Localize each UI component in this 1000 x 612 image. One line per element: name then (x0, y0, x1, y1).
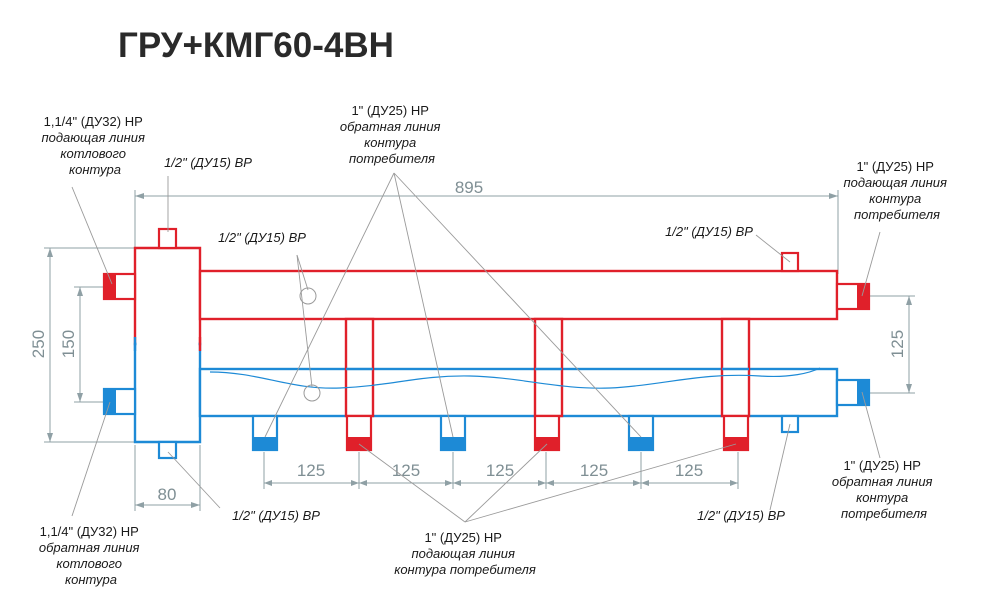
dim-outlet-spacing-3: 125 (486, 461, 514, 480)
dim-height-consumer: 125 (888, 330, 907, 358)
consumer-return-end-port (835, 378, 871, 407)
mixing-valve-1 (344, 317, 375, 418)
diagram-title: ГРУ+КМГ60-4ВН (118, 26, 394, 65)
leader-lines (71, 172, 881, 523)
dim-separator-width: 80 (158, 485, 177, 504)
label-right-top-port: 1/2" (ДУ15) ВР (665, 224, 753, 239)
label-consumer-return-outlets: 1" (ДУ25) НР обратная линия контура потр… (340, 103, 444, 166)
outlet-supply-1 (345, 414, 373, 452)
consumer-supply-end-port (835, 282, 871, 311)
outlet-return-2 (439, 414, 467, 452)
dim-outlet-spacing-5: 125 (675, 461, 703, 480)
label-consumer-return-end: 1" (ДУ25) НР обратная линия контура потр… (832, 458, 936, 521)
dimension-lines (44, 190, 915, 511)
dim-height-total: 250 (29, 330, 48, 358)
dim-outlet-spacing-2: 125 (392, 461, 420, 480)
supply-header-pipe (198, 269, 839, 321)
dim-height-boiler: 150 (59, 330, 78, 358)
mixing-valve-3 (720, 317, 751, 418)
label-right-bottom-port: 1/2" (ДУ15) ВР (697, 508, 785, 523)
mixing-valve-2 (533, 317, 564, 418)
label-consumer-supply-end: 1" (ДУ25) НР подающая линия контура потр… (843, 159, 950, 222)
dim-outlet-spacing-1: 125 (297, 461, 325, 480)
separator-top-port (157, 227, 178, 250)
separator-bottom-port (157, 440, 178, 460)
label-consumer-supply-outlets: 1" (ДУ25) НР подающая линия контура потр… (394, 530, 536, 577)
hydraulic-separator (133, 246, 202, 444)
label-sensor-ports: 1/2" (ДУ15) ВР (218, 230, 306, 245)
label-boiler-supply: 1,1/4" (ДУ32) НР подающая линия котловог… (41, 114, 148, 177)
dim-total-length: 895 (455, 178, 483, 197)
label-boiler-return: 1,1/4" (ДУ32) НР обратная линия котловог… (39, 524, 143, 587)
dim-outlet-spacing-4: 125 (580, 461, 608, 480)
boiler-return-inlet (102, 387, 137, 416)
label-top-port: 1/2" (ДУ15) ВР (164, 155, 252, 170)
outlet-supply-2 (533, 414, 561, 452)
boiler-supply-inlet (102, 272, 137, 301)
sensor-port-upper (299, 287, 317, 305)
outlet-supply-3 (722, 414, 750, 452)
outlet-return-3 (627, 414, 655, 452)
outlet-return-1 (251, 414, 279, 452)
label-bottom-port: 1/2" (ДУ15) ВР (232, 508, 320, 523)
